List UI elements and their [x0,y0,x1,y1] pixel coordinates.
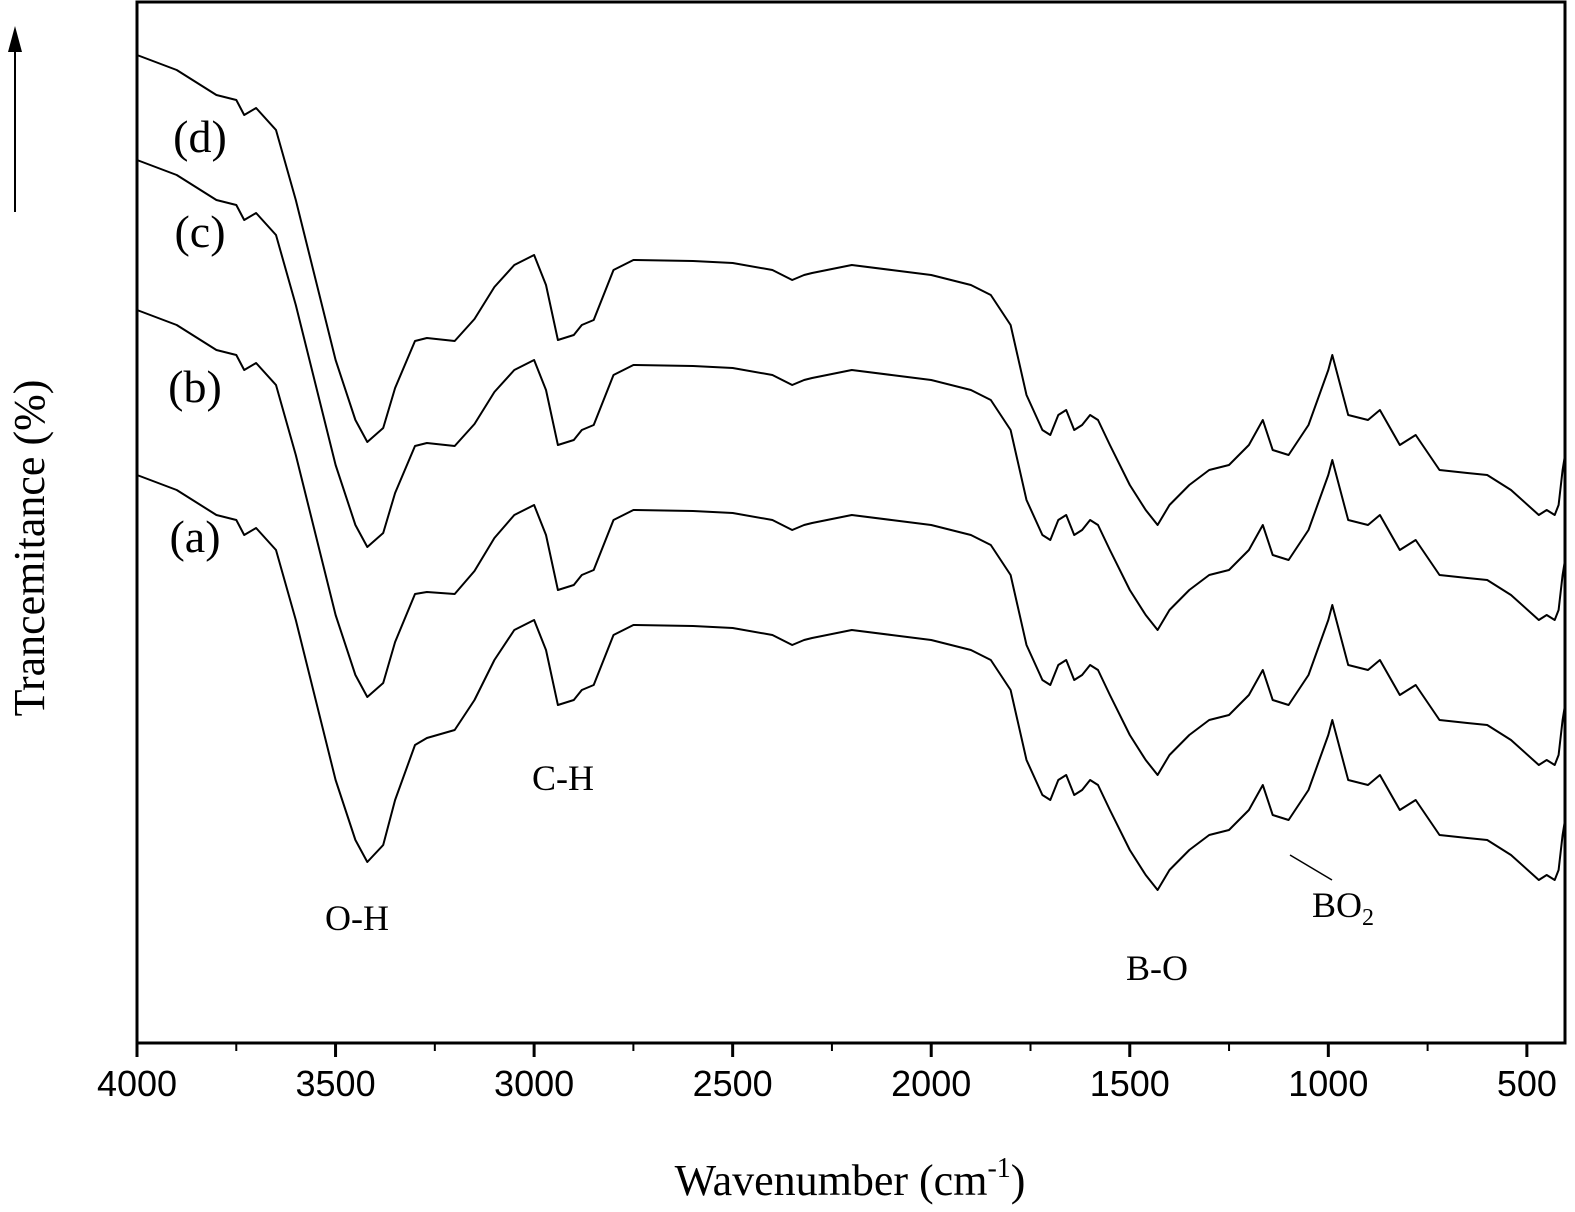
x-tick-label: 3000 [494,1063,574,1104]
x-tick-label: 1500 [1090,1063,1170,1104]
x-axis-label-main: Wavenumber (cm [675,1156,988,1205]
x-tick-label: 4000 [97,1063,177,1104]
series-label: (a) [169,511,220,562]
annotation-text: O-H [325,898,389,938]
spectrum-line [136,54,1566,526]
annotation-text: BO [1312,885,1362,925]
series-label: (c) [174,206,225,257]
spectrum-line [136,159,1566,631]
series-label: (d) [173,111,227,162]
annotation: C-H [532,758,594,798]
y-axis-label: Trancemitance (%) [5,380,54,717]
spectrum-line [136,309,1566,776]
annotation-text: B-O [1126,948,1188,988]
x-tick-label: 1000 [1288,1063,1368,1104]
annotation-sub: 2 [1362,905,1374,931]
annotation: O-H [325,898,389,938]
x-axis-label: Wavenumber (cm-1) [675,1153,1026,1205]
x-axis-label-sup: -1 [987,1153,1010,1184]
annotation: BO2 [1312,885,1374,931]
x-tick-label: 2000 [891,1063,971,1104]
y-arrow-head [8,26,22,52]
series-label: (b) [168,361,222,412]
annotation-leader [1289,854,1333,881]
x-tick-label: 3500 [296,1063,376,1104]
plot-frame [135,0,1567,1045]
x-axis-label-end: ) [1011,1156,1026,1205]
x-tick-label: 500 [1497,1063,1557,1104]
annotation-text: C-H [532,758,594,798]
x-tick-label: 2500 [693,1063,773,1104]
annotation: B-O [1126,948,1188,988]
spectrum-line [136,474,1566,891]
